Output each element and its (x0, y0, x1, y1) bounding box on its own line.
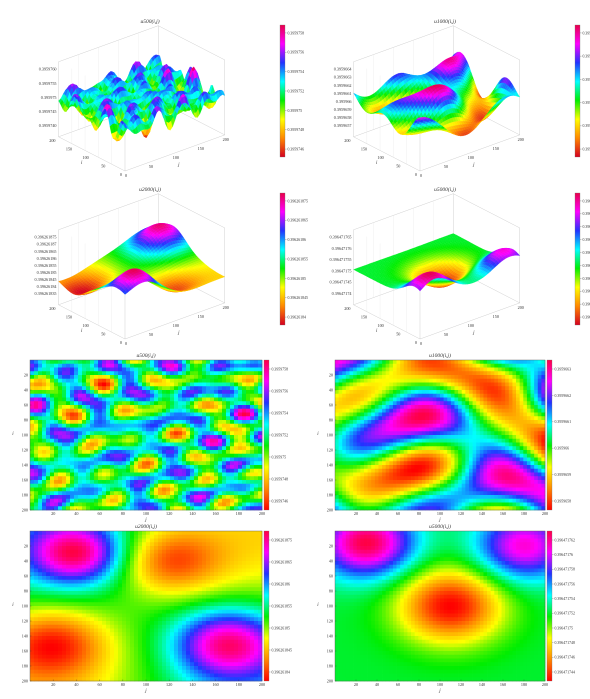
z-tick-label: 0.3959745 (39, 109, 57, 114)
colorbar-tick-label: 0.3959754 (288, 70, 305, 74)
y-tick-label: 100 (82, 155, 88, 160)
colorbar-tick-label: 0.395966 (583, 101, 590, 105)
colorbar-tick-label: 0.395975 (288, 109, 303, 113)
surface-mesh (354, 52, 520, 136)
x-axis-label: j (472, 163, 475, 168)
colorbar-gradient (280, 25, 285, 157)
z-tick-label: 0.3959663 (334, 75, 352, 80)
z-tick-label: 0.3959755 (39, 81, 57, 86)
x-tick-label: 150 (493, 146, 499, 151)
x-axis: 0 50 100 150 200 j (420, 137, 524, 178)
y-axis: 0 50 100 150 200 i (49, 138, 122, 177)
colorbar-2: 0.3959663 0.3959662 0.3959661 0.395966 0.395… (575, 25, 590, 157)
x-axis-label: j (177, 163, 180, 168)
z-tick-label: 0.3959659 (334, 107, 352, 112)
x-tick-label: 150 (198, 146, 204, 151)
surface-panel-3: u2000(i,j)0.3962618750.396261870.3962618… (35, 186, 308, 346)
z-tick-label: 0.395975 (41, 95, 57, 100)
panel-title: u500(i,j) (140, 18, 159, 25)
x-tick-label: 100 (173, 155, 179, 160)
colorbar-gradient (575, 25, 580, 157)
x-tick-label: 100 (468, 155, 474, 160)
x-axis: 0 50 100 150 200 j (125, 137, 229, 178)
z-tick-label: 0.3959662 (334, 83, 352, 88)
x-tick-label: 0 (420, 173, 422, 178)
colorbar-1: 0.3959758 0.3959756 0.3959754 0.3959752 0.39… (280, 25, 304, 157)
z-tick-label: 0.3959664 (334, 67, 353, 72)
z-tick-label: 0.3959760 (39, 67, 57, 72)
axis-box-edge (125, 135, 225, 171)
surface-panel-1: u500(i,j)0.39597600.39597550.3959750.395… (39, 18, 304, 178)
z-axis: 0.3959760 0.3959755 0.395975 0.3959745 0.395… (39, 67, 57, 128)
y-axis: 0 50 100 150 200 i (344, 138, 417, 177)
colorbar-tick-label: 0.3959658 (583, 147, 590, 151)
colorbar-tick-label: 0.3959756 (288, 51, 305, 55)
x-tick-label: 200 (223, 137, 229, 142)
x-tick-label: 200 (518, 137, 524, 142)
axis-box-edge (354, 26, 454, 62)
z-tick-label: 0.395966 (336, 99, 352, 104)
y-axis-label: i (81, 161, 83, 166)
colorbar-tick-label: 0.3959752 (288, 89, 305, 93)
z-tick-label: 0.3959657 (334, 123, 352, 128)
axis-box-edge (59, 26, 159, 62)
y-tick-label: 50 (101, 163, 105, 168)
colorbar-tick-label: 0.3959661 (583, 78, 590, 82)
y-tick-label: 150 (66, 146, 72, 151)
panel-title: u2000(i,j) (139, 186, 161, 193)
colorbar-tick-label: 0.3959758 (288, 31, 305, 35)
z-axis: 0.3959664 0.3959663 0.3959662 0.3959661 0.39… (334, 67, 353, 128)
panel-title: u1000(i,j) (434, 18, 456, 25)
y-tick-label: 200 (344, 138, 350, 143)
axis-box-edge (59, 305, 126, 339)
surface-panel-2: u1000(i,j)0.39596640.39596630.39596620.3… (334, 18, 590, 178)
y-tick-label: 50 (396, 163, 400, 168)
axis-box-edge (158, 26, 225, 60)
y-tick-label: 150 (361, 146, 367, 151)
colorbar-tick-label: 0.3959663 (583, 31, 590, 35)
axis-box-edge (354, 137, 421, 171)
z-tick-label: 0.3959661 (334, 91, 352, 96)
colorbar-tick-label: 0.3959662 (583, 55, 590, 59)
colorbar-tick-label: 0.3959659 (583, 124, 590, 128)
z-tick-label: 0.3959658 (334, 115, 352, 120)
y-tick-label: 100 (377, 155, 383, 160)
x-tick-label: 0 (125, 173, 127, 178)
x-tick-label: 50 (149, 164, 153, 169)
axis-box-edge (125, 303, 225, 339)
axis-box-edge (420, 135, 520, 171)
y-tick-label: 200 (49, 138, 55, 143)
x-tick-label: 50 (444, 164, 448, 169)
y-tick-label: 0 (415, 172, 417, 177)
surface-mesh (59, 223, 225, 295)
colorbar-tick-label: 0.3959748 (288, 128, 305, 132)
axis-box-edge (59, 137, 126, 171)
axis-box-edge (158, 194, 225, 228)
surface-mesh (59, 55, 225, 141)
y-tick-label: 0 (120, 172, 122, 177)
y-axis-label: i (376, 161, 378, 166)
z-tick-label: 0.3959740 (39, 123, 57, 128)
axis-box-edge (59, 194, 159, 230)
colorbar-tick-label: 0.3959746 (288, 147, 305, 151)
